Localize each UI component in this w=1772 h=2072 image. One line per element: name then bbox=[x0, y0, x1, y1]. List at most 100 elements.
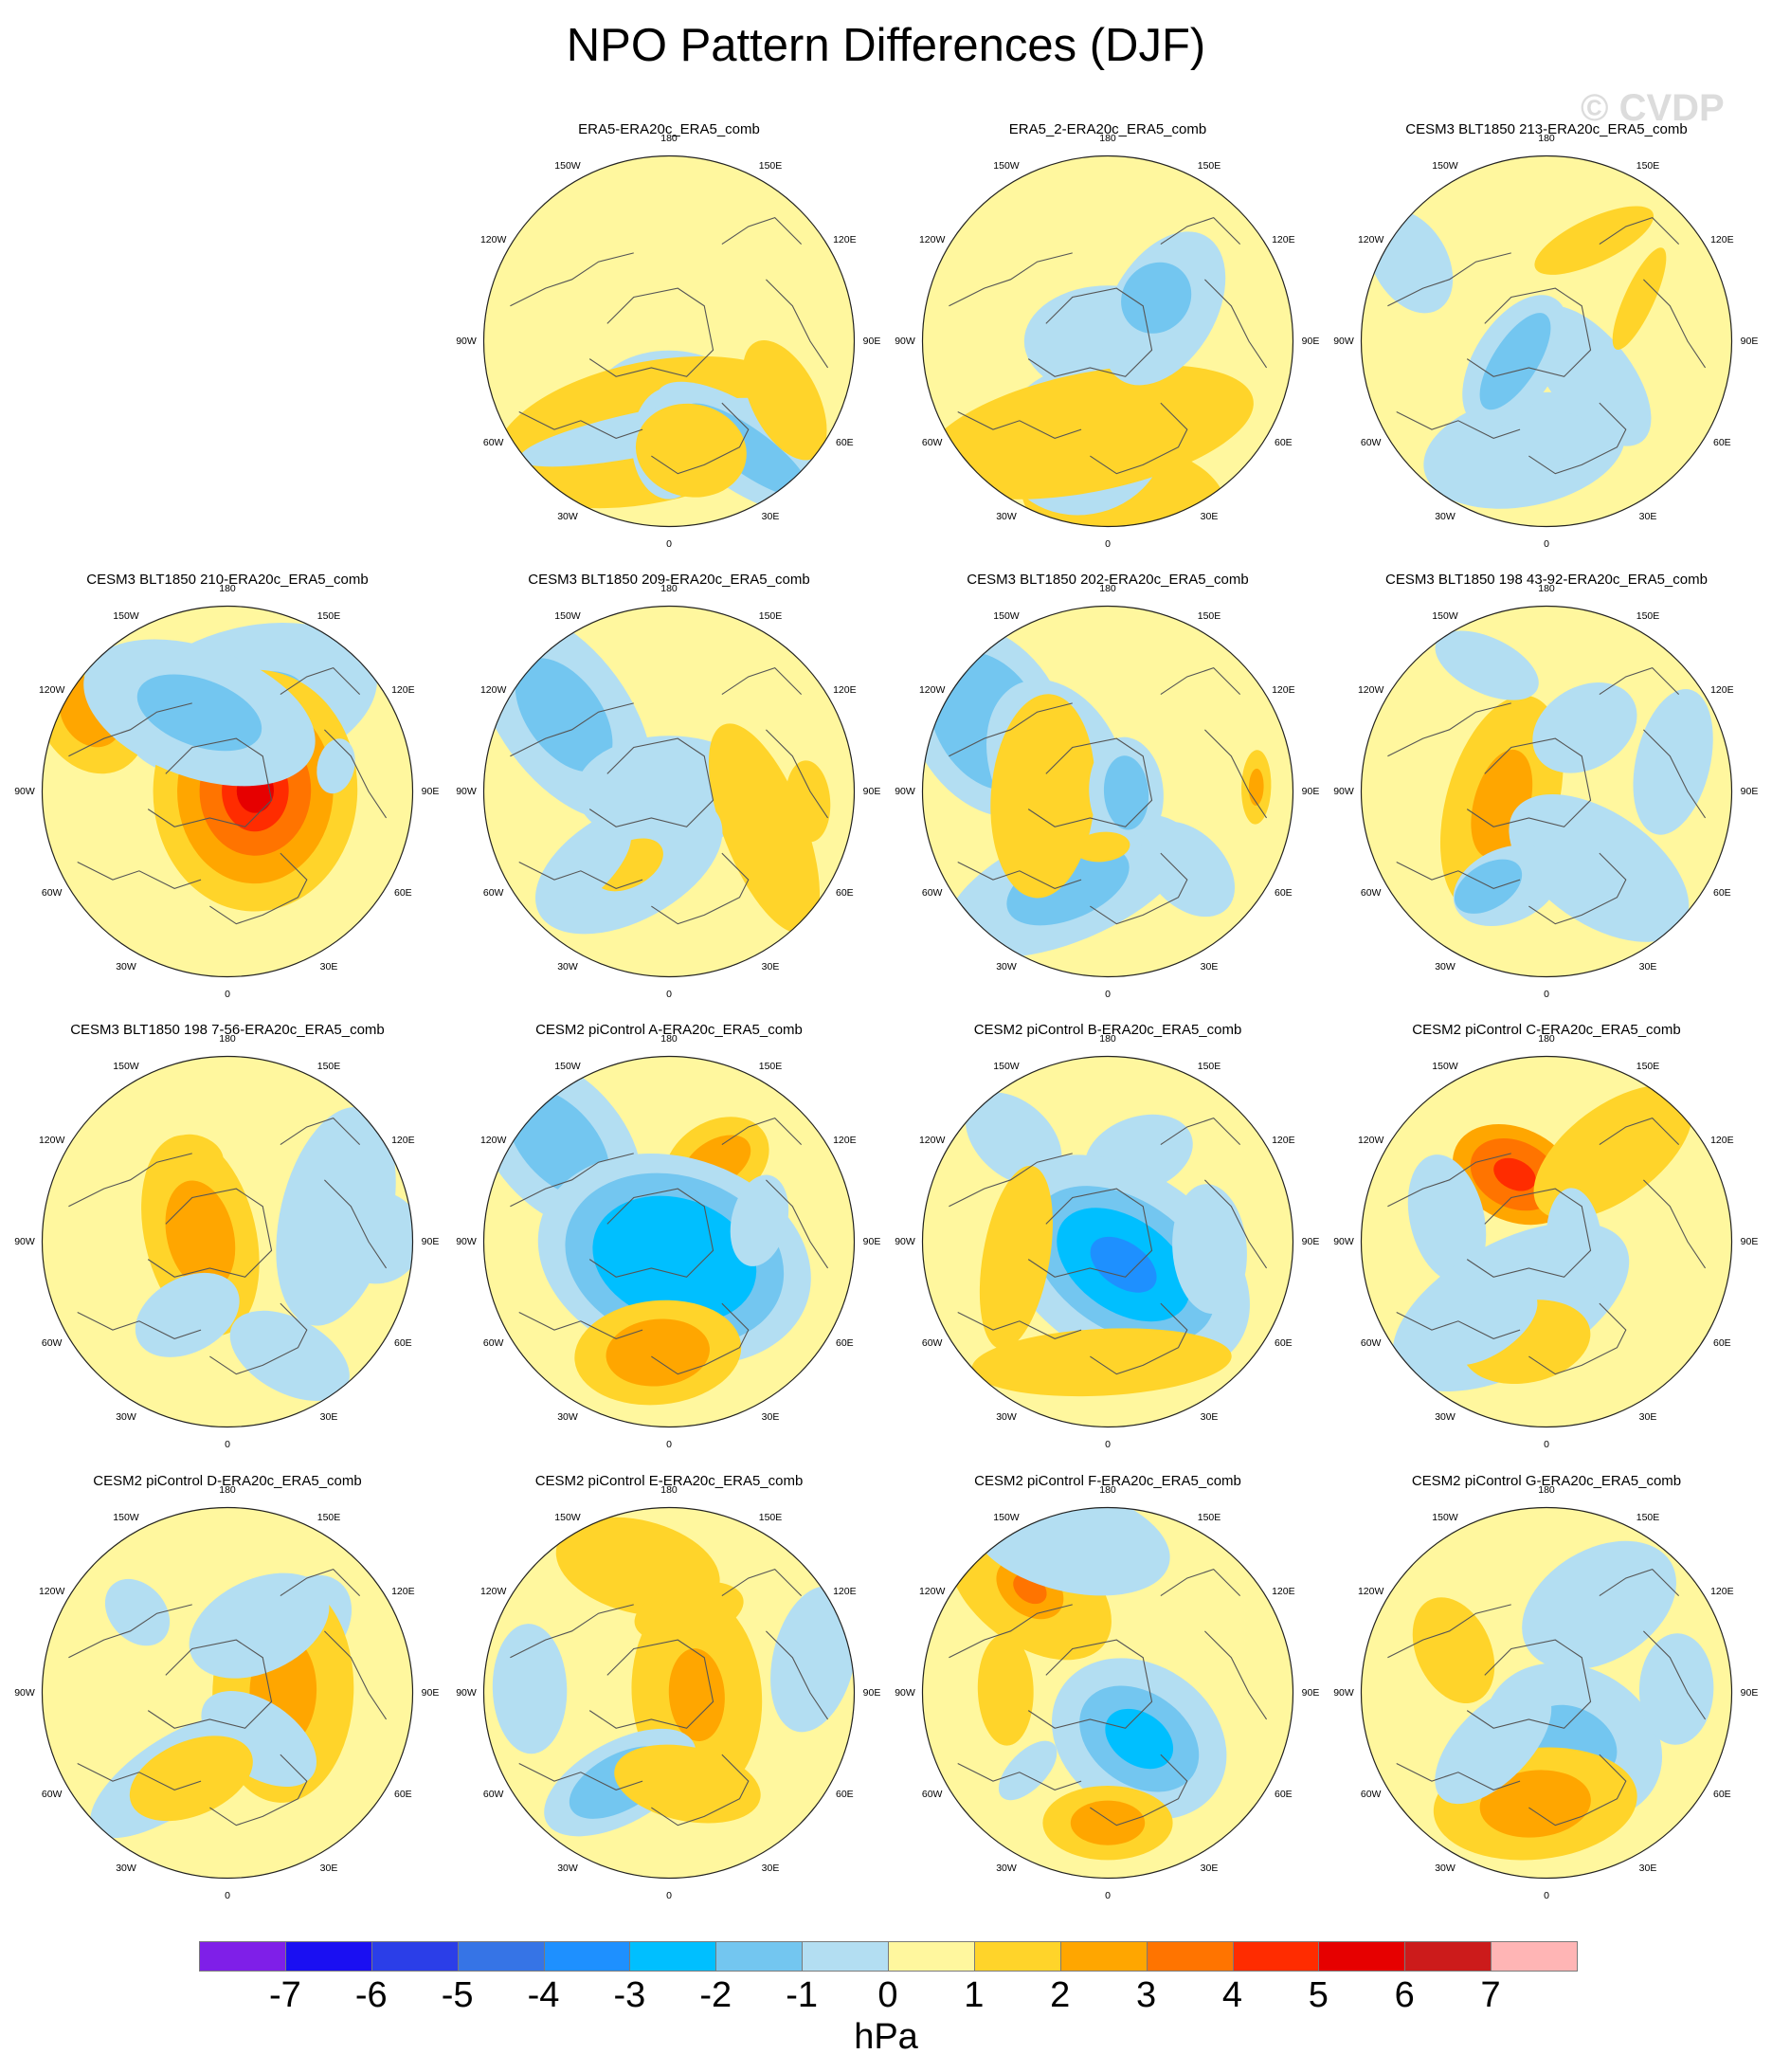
longitude-label: 120E bbox=[1710, 234, 1734, 245]
map-border bbox=[921, 1506, 1294, 1880]
longitude-label: 90E bbox=[1740, 1236, 1759, 1247]
polar-map bbox=[921, 1055, 1294, 1428]
panel-title: CESM2 piControl G-ERA20c_ERA5_comb bbox=[1411, 1473, 1682, 1489]
anomaly-contour bbox=[1121, 262, 1192, 334]
colorbar-tick-label: 2 bbox=[1050, 1975, 1071, 2015]
coastline bbox=[1599, 1118, 1680, 1146]
polar-map bbox=[482, 1055, 856, 1428]
colorbar-swatch bbox=[888, 1941, 975, 1972]
colorbar-tick-label: -1 bbox=[786, 1975, 819, 2015]
longitude-label: 30W bbox=[557, 1411, 578, 1424]
anomaly-contour bbox=[708, 723, 821, 934]
longitude-label: 60E bbox=[1712, 437, 1731, 448]
longitude-label: 0 bbox=[1105, 1890, 1111, 1901]
anomaly-contour bbox=[1407, 1154, 1487, 1282]
anomaly-contour bbox=[979, 1165, 1053, 1350]
longitude-label: 150W bbox=[1432, 609, 1458, 622]
longitude-label: 150E bbox=[1636, 1511, 1660, 1523]
longitude-label: 120E bbox=[1272, 684, 1295, 696]
anomaly-contour bbox=[1638, 1633, 1714, 1745]
polar-map bbox=[482, 1506, 856, 1880]
coastline bbox=[68, 1153, 192, 1208]
longitude-label: 120W bbox=[918, 1586, 946, 1597]
longitude-label: 90E bbox=[421, 1236, 440, 1247]
longitude-label: 30E bbox=[1200, 1411, 1219, 1424]
anomaly-contour bbox=[977, 1634, 1034, 1746]
coastline bbox=[1396, 1762, 1521, 1791]
longitude-label: 60W bbox=[41, 1337, 63, 1349]
colorbar-swatch bbox=[1318, 1941, 1406, 1972]
coastline bbox=[68, 1604, 192, 1659]
coastline bbox=[510, 1604, 634, 1659]
longitude-label: 90W bbox=[1333, 786, 1354, 797]
coastline bbox=[1643, 729, 1707, 819]
coastline bbox=[280, 1569, 361, 1597]
polar-map bbox=[1360, 154, 1733, 528]
longitude-label: 120W bbox=[38, 1135, 65, 1146]
colorbar-tick-label: 1 bbox=[964, 1975, 985, 2015]
anomaly-contour bbox=[316, 738, 355, 794]
longitude-label: 90W bbox=[14, 786, 35, 797]
longitude-label: 30E bbox=[1638, 961, 1657, 973]
longitude-label: 150W bbox=[993, 1511, 1020, 1523]
longitude-label: 180 bbox=[1538, 1484, 1555, 1496]
coastline bbox=[949, 252, 1073, 307]
longitude-label: 0 bbox=[666, 1890, 672, 1901]
coastline bbox=[518, 861, 643, 890]
coastline bbox=[1160, 217, 1241, 245]
longitude-label: 120W bbox=[1357, 234, 1384, 245]
longitude-label: 90E bbox=[862, 786, 881, 797]
map-border bbox=[1360, 154, 1733, 528]
polar-map bbox=[921, 1506, 1294, 1880]
longitude-label: 150W bbox=[1432, 159, 1458, 172]
longitude-label: 30E bbox=[1200, 511, 1219, 523]
anomaly-contour bbox=[990, 694, 1095, 899]
anomaly-contour bbox=[229, 1310, 350, 1401]
longitude-label: 0 bbox=[225, 989, 230, 1000]
map-border bbox=[41, 1506, 414, 1880]
longitude-label: 90E bbox=[862, 336, 881, 347]
longitude-label: 60E bbox=[1274, 1789, 1293, 1800]
longitude-label: 120W bbox=[918, 684, 946, 696]
longitude-label: 180 bbox=[660, 133, 678, 144]
longitude-label: 30E bbox=[1638, 1411, 1657, 1424]
colorbar-swatch bbox=[199, 1941, 286, 1972]
coastline bbox=[1027, 737, 1153, 827]
longitude-label: 150E bbox=[758, 1511, 783, 1523]
coastline bbox=[1466, 1188, 1592, 1278]
coastline bbox=[1599, 217, 1680, 245]
anomaly-contour bbox=[1172, 1184, 1247, 1315]
anomaly-contour bbox=[1534, 206, 1654, 275]
panel-title: CESM2 piControl B-ERA20c_ERA5_comb bbox=[973, 1022, 1242, 1038]
longitude-label: 150W bbox=[554, 609, 581, 622]
coastline bbox=[651, 402, 750, 475]
longitude-label: 180 bbox=[219, 1484, 236, 1496]
longitude-label: 90W bbox=[456, 1687, 477, 1699]
panel-title: CESM3 BLT1850 209-ERA20c_ERA5_comb bbox=[528, 572, 810, 588]
longitude-label: 60W bbox=[482, 887, 504, 899]
coastline bbox=[1204, 1630, 1268, 1720]
polar-map bbox=[482, 154, 856, 528]
longitude-label: 150W bbox=[1432, 1511, 1458, 1523]
colorbar-swatch bbox=[802, 1941, 889, 1972]
longitude-label: 60W bbox=[482, 1789, 504, 1800]
longitude-label: 60W bbox=[41, 1789, 63, 1800]
anomaly-contour bbox=[104, 1578, 171, 1646]
coastline bbox=[1599, 1569, 1680, 1597]
map-border bbox=[1360, 1506, 1733, 1880]
coastline bbox=[209, 1302, 308, 1375]
longitude-label: 150W bbox=[993, 1060, 1020, 1072]
longitude-label: 0 bbox=[225, 1890, 230, 1901]
longitude-label: 120E bbox=[391, 1586, 415, 1597]
coastline bbox=[588, 1639, 714, 1729]
coastline bbox=[588, 287, 714, 377]
longitude-label: 90W bbox=[1333, 1687, 1354, 1699]
colorbar-tick-label: -4 bbox=[527, 1975, 560, 2015]
polar-map bbox=[1360, 1055, 1733, 1428]
anomaly-contour bbox=[1435, 1685, 1552, 1805]
longitude-label: 60E bbox=[1712, 1789, 1731, 1800]
longitude-label: 150W bbox=[113, 609, 139, 622]
longitude-label: 120E bbox=[1272, 1586, 1295, 1597]
longitude-label: 180 bbox=[1099, 133, 1116, 144]
longitude-label: 30E bbox=[761, 511, 780, 523]
